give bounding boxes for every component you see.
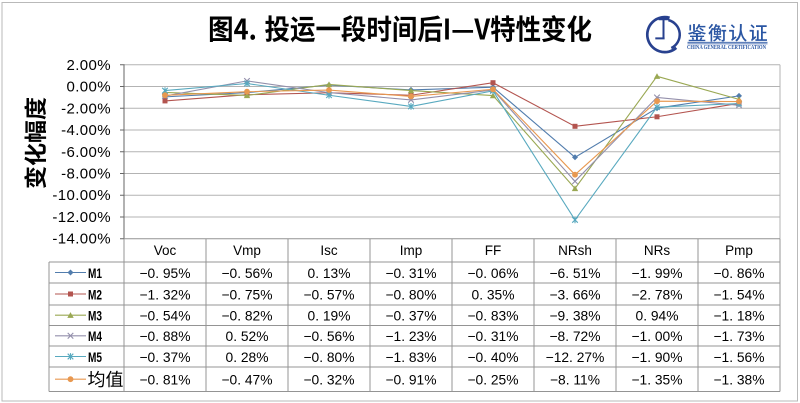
svg-text:NRsh: NRsh (558, 243, 592, 258)
svg-text:−0. 47%: −0. 47% (221, 373, 272, 388)
svg-text:−0. 37%: −0. 37% (139, 350, 190, 365)
svg-text:−1. 32%: −1. 32% (139, 287, 190, 302)
svg-text:−0. 40%: −0. 40% (467, 350, 518, 365)
svg-text:-2.00%: -2.00% (61, 100, 111, 117)
svg-text:−2. 78%: −2. 78% (631, 287, 682, 302)
svg-text:−0. 95%: −0. 95% (139, 266, 190, 281)
svg-text:−1. 23%: −1. 23% (385, 329, 436, 344)
svg-text:−1. 83%: −1. 83% (385, 350, 436, 365)
svg-text:−8. 11%: −8. 11% (550, 373, 600, 388)
svg-text:−1. 90%: −1. 90% (631, 350, 682, 365)
svg-text:Imp: Imp (400, 243, 423, 258)
svg-text:Vmp: Vmp (233, 243, 261, 258)
svg-text:Pmp: Pmp (725, 243, 753, 258)
svg-text:M2: M2 (88, 286, 102, 302)
svg-text:2.00%: 2.00% (66, 57, 111, 74)
svg-text:−0. 31%: −0. 31% (467, 329, 518, 344)
svg-text:−6. 51%: −6. 51% (549, 266, 600, 281)
svg-text:−0. 54%: −0. 54% (139, 309, 190, 324)
svg-text:−1. 38%: −1. 38% (713, 373, 764, 388)
svg-text:NRs: NRs (644, 243, 670, 258)
svg-text:FF: FF (485, 243, 502, 258)
svg-text:Isc: Isc (320, 243, 338, 258)
svg-text:−1. 54%: −1. 54% (713, 287, 764, 302)
svg-text:-6.00%: -6.00% (61, 144, 111, 161)
svg-text:−0. 56%: −0. 56% (221, 266, 272, 281)
svg-text:0.00%: 0.00% (66, 79, 111, 96)
svg-text:0. 28%: 0. 28% (226, 350, 269, 365)
svg-text:−1. 00%: −1. 00% (631, 329, 682, 344)
svg-text:-4.00%: -4.00% (61, 122, 111, 139)
svg-text:M1: M1 (88, 265, 102, 281)
svg-text:0. 13%: 0. 13% (308, 266, 351, 281)
svg-text:−1. 56%: −1. 56% (713, 350, 764, 365)
svg-text:0. 52%: 0. 52% (226, 329, 269, 344)
svg-text:−0. 80%: −0. 80% (303, 350, 354, 365)
svg-text:−0. 37%: −0. 37% (385, 309, 436, 324)
svg-text:CHINA GENERAL CERTIFICATION: CHINA GENERAL CERTIFICATION (687, 45, 767, 51)
svg-text:0. 35%: 0. 35% (472, 287, 515, 302)
svg-text:−0. 56%: −0. 56% (303, 329, 354, 344)
svg-text:−0. 75%: −0. 75% (221, 287, 272, 302)
svg-text:0. 19%: 0. 19% (308, 309, 351, 324)
svg-text:−0. 25%: −0. 25% (467, 373, 518, 388)
svg-text:−0. 06%: −0. 06% (467, 266, 518, 281)
svg-text:M4: M4 (88, 328, 102, 344)
svg-text:−0. 31%: −0. 31% (385, 266, 436, 281)
svg-text:−0. 57%: −0. 57% (303, 287, 354, 302)
svg-text:−1. 99%: −1. 99% (631, 266, 682, 281)
svg-text:-12.00%: -12.00% (52, 209, 111, 226)
svg-text:−12. 27%: −12. 27% (546, 350, 605, 365)
svg-text:−1. 35%: −1. 35% (631, 373, 682, 388)
svg-text:−1. 18%: −1. 18% (713, 309, 764, 324)
svg-text:−0. 86%: −0. 86% (713, 266, 764, 281)
svg-text:−3. 66%: −3. 66% (549, 287, 600, 302)
svg-text:Voc: Voc (154, 243, 177, 258)
svg-text:-8.00%: -8.00% (61, 166, 111, 183)
svg-text:-10.00%: -10.00% (52, 187, 111, 204)
svg-text:−0. 88%: −0. 88% (139, 329, 190, 344)
svg-text:0. 94%: 0. 94% (636, 309, 679, 324)
svg-text:M5: M5 (88, 349, 102, 365)
svg-text:−0. 80%: −0. 80% (385, 287, 436, 302)
svg-text:−0. 91%: −0. 91% (385, 373, 436, 388)
svg-text:-14.00%: -14.00% (52, 231, 111, 248)
svg-text:−1. 73%: −1. 73% (713, 329, 764, 344)
svg-text:−8. 72%: −8. 72% (549, 329, 600, 344)
svg-text:−0. 32%: −0. 32% (303, 373, 354, 388)
svg-text:−0. 83%: −0. 83% (467, 309, 518, 324)
svg-text:−0. 82%: −0. 82% (221, 309, 272, 324)
svg-text:−9. 38%: −9. 38% (549, 309, 600, 324)
svg-text:−0. 81%: −0. 81% (139, 373, 190, 388)
svg-text:M3: M3 (88, 308, 102, 324)
